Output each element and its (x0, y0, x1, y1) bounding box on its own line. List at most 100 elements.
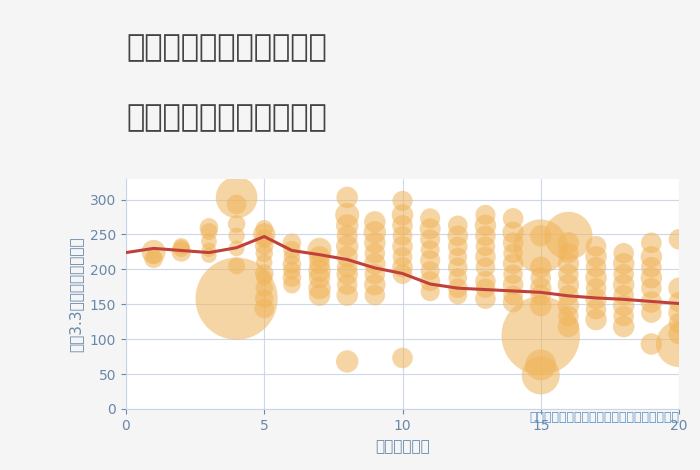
Point (148, 255, 160, 263)
Point (203, 224, 214, 231)
Point (397, 253, 408, 260)
Point (590, 295, 601, 302)
Point (424, 215, 435, 222)
Point (259, 284, 270, 292)
Point (452, 284, 463, 292)
Point (231, 220, 242, 228)
Point (563, 270, 574, 278)
Point (452, 291, 463, 299)
Point (590, 284, 601, 292)
Point (397, 197, 408, 205)
Point (645, 253, 657, 260)
Point (645, 239, 657, 247)
Point (286, 239, 297, 247)
Point (203, 238, 214, 245)
Point (176, 244, 187, 252)
Point (370, 218, 381, 226)
Point (618, 281, 629, 289)
Point (508, 270, 519, 278)
Point (673, 340, 685, 348)
Point (314, 260, 325, 267)
Point (342, 264, 353, 271)
Point (480, 211, 491, 219)
Point (314, 267, 325, 274)
Point (148, 253, 160, 260)
Point (480, 284, 491, 292)
Text: 神奈川県新百合ヶ丘駅の: 神奈川県新百合ヶ丘駅の (126, 33, 327, 62)
Point (314, 291, 325, 299)
Point (535, 291, 546, 299)
Point (535, 232, 546, 240)
Point (563, 239, 574, 247)
Point (480, 221, 491, 229)
Point (286, 267, 297, 274)
Point (424, 246, 435, 253)
Point (452, 264, 463, 271)
Point (176, 243, 187, 250)
Point (370, 250, 381, 257)
Point (673, 284, 685, 292)
Point (397, 211, 408, 219)
Point (370, 291, 381, 299)
Point (618, 291, 629, 299)
Point (342, 243, 353, 250)
Point (563, 232, 574, 240)
Point (645, 274, 657, 282)
Point (397, 221, 408, 229)
Point (342, 281, 353, 289)
Point (452, 232, 463, 240)
Point (424, 257, 435, 264)
Point (535, 361, 546, 368)
Point (618, 313, 629, 320)
X-axis label: 駅距離（分）: 駅距離（分） (375, 439, 430, 454)
Point (314, 253, 325, 260)
Point (535, 284, 546, 292)
Point (480, 264, 491, 271)
Point (342, 194, 353, 201)
Point (397, 264, 408, 271)
Point (508, 260, 519, 267)
Point (618, 250, 629, 257)
Point (397, 270, 408, 278)
Point (673, 298, 685, 306)
Point (673, 330, 685, 337)
Point (286, 253, 297, 260)
Point (231, 244, 242, 252)
Point (563, 313, 574, 320)
Point (508, 298, 519, 306)
Point (618, 270, 629, 278)
Point (342, 232, 353, 240)
Point (563, 302, 574, 309)
Point (452, 274, 463, 282)
Point (590, 264, 601, 271)
Point (259, 235, 270, 243)
Point (508, 239, 519, 247)
Point (259, 274, 270, 282)
Point (203, 251, 214, 259)
Point (286, 274, 297, 282)
Point (259, 258, 270, 266)
Point (314, 246, 325, 253)
Point (286, 246, 297, 253)
Point (231, 232, 242, 240)
Y-axis label: 坪（3.3㎡）単価（万円）: 坪（3.3㎡）単価（万円） (68, 236, 83, 352)
Point (397, 232, 408, 240)
Point (452, 243, 463, 250)
Point (508, 291, 519, 299)
Point (259, 270, 270, 277)
Point (231, 295, 242, 302)
Point (203, 228, 214, 235)
Point (535, 274, 546, 282)
Point (480, 277, 491, 285)
Point (397, 354, 408, 362)
Point (176, 248, 187, 256)
Point (259, 295, 270, 302)
Point (618, 260, 629, 267)
Point (535, 243, 546, 250)
Point (508, 228, 519, 236)
Point (424, 225, 435, 233)
Point (370, 281, 381, 289)
Point (370, 270, 381, 278)
Point (563, 291, 574, 299)
Point (563, 323, 574, 330)
